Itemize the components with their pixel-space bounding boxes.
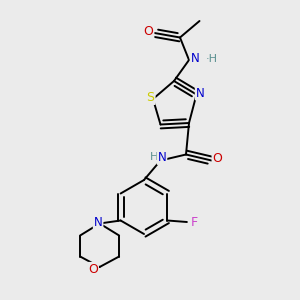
Text: N: N <box>190 52 200 65</box>
Text: N: N <box>94 215 103 229</box>
Text: F: F <box>191 215 198 229</box>
Text: S: S <box>147 91 154 104</box>
Text: N: N <box>158 151 166 164</box>
Text: N: N <box>196 86 205 100</box>
Text: H: H <box>150 152 158 163</box>
Text: O: O <box>213 152 222 166</box>
Text: O: O <box>88 263 98 276</box>
Text: O: O <box>144 25 153 38</box>
Text: ·H: ·H <box>206 54 218 64</box>
